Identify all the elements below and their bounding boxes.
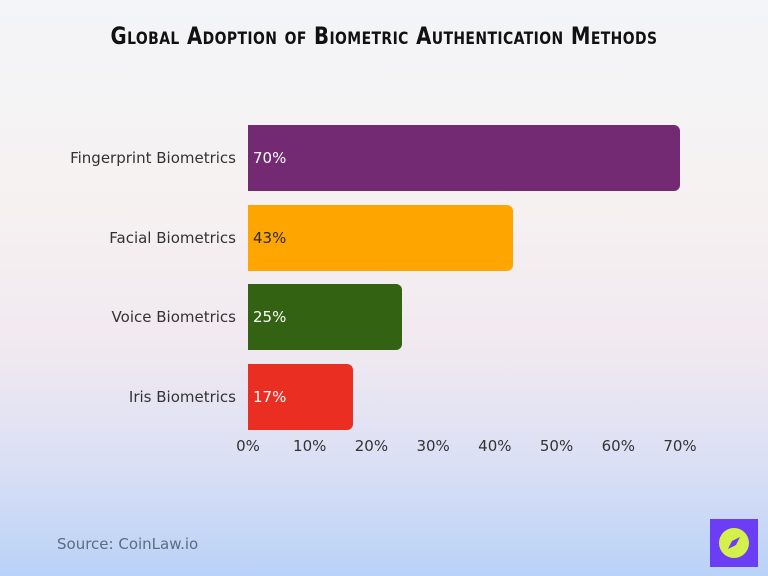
x-tick-label: 70% xyxy=(663,437,697,455)
bar-value-label: 43% xyxy=(253,229,287,247)
category-label: Fingerprint Biometrics xyxy=(70,149,236,167)
bar-value-label: 17% xyxy=(253,388,287,406)
bar: 25% xyxy=(248,284,403,350)
bar-plot-area: 70% 43% 25% 17% xyxy=(248,120,680,440)
x-tick-label: 40% xyxy=(478,437,512,455)
bar: 70% xyxy=(248,125,680,191)
x-tick-label: 60% xyxy=(601,437,635,455)
source-text: Source: CoinLaw.io xyxy=(57,535,199,553)
chart-title: Global Adoption of Biometric Authenticat… xyxy=(110,22,658,50)
bar-value-label: 70% xyxy=(253,149,287,167)
bar-value-label: 25% xyxy=(253,308,287,326)
category-label: Iris Biometrics xyxy=(128,388,236,406)
category-label: Facial Biometrics xyxy=(109,229,236,247)
bar: 17% xyxy=(248,364,353,430)
category-label: Voice Biometrics xyxy=(111,308,236,326)
x-tick-label: 0% xyxy=(236,437,260,455)
x-tick-label: 10% xyxy=(293,437,327,455)
x-tick-label: 50% xyxy=(539,437,574,455)
x-tick-label: 30% xyxy=(416,437,450,455)
brand-logo xyxy=(710,519,758,567)
compass-icon xyxy=(719,528,749,558)
bar: 43% xyxy=(248,205,514,271)
x-tick-label: 20% xyxy=(354,437,389,455)
